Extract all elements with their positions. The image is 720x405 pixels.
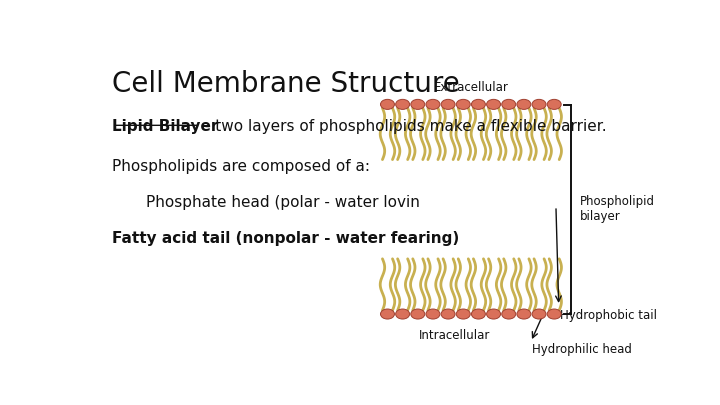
- Ellipse shape: [426, 309, 440, 319]
- Ellipse shape: [547, 309, 561, 319]
- Ellipse shape: [441, 99, 455, 109]
- Text: Phosphate head (polar - water lovin: Phosphate head (polar - water lovin: [145, 195, 420, 210]
- Text: Fatty acid tail (nonpolar - water fearing): Fatty acid tail (nonpolar - water fearin…: [112, 231, 459, 246]
- Ellipse shape: [472, 309, 485, 319]
- Text: Lipid Bilayer: Lipid Bilayer: [112, 119, 219, 134]
- Ellipse shape: [532, 99, 546, 109]
- Text: Hydrophilic head: Hydrophilic head: [533, 343, 632, 356]
- Text: Phospholipids are composed of a:: Phospholipids are composed of a:: [112, 159, 370, 174]
- Ellipse shape: [426, 99, 440, 109]
- Ellipse shape: [456, 309, 470, 319]
- Ellipse shape: [456, 99, 470, 109]
- Ellipse shape: [380, 309, 395, 319]
- Ellipse shape: [487, 309, 500, 319]
- Ellipse shape: [396, 99, 410, 109]
- Text: Intracellular: Intracellular: [418, 329, 490, 342]
- Text: Phospholipid
bilayer: Phospholipid bilayer: [580, 195, 655, 223]
- Text: Hydrophobic tail: Hydrophobic tail: [560, 309, 657, 322]
- Ellipse shape: [411, 309, 425, 319]
- Ellipse shape: [396, 309, 410, 319]
- Text: Cell Membrane Structure: Cell Membrane Structure: [112, 70, 460, 98]
- Text: - two layers of phospholipids make a flexible barrier.: - two layers of phospholipids make a fle…: [200, 119, 606, 134]
- Ellipse shape: [502, 99, 516, 109]
- Ellipse shape: [532, 309, 546, 319]
- Ellipse shape: [547, 99, 561, 109]
- Ellipse shape: [472, 99, 485, 109]
- Ellipse shape: [517, 99, 531, 109]
- Text: Extracellular: Extracellular: [433, 81, 508, 94]
- Ellipse shape: [502, 309, 516, 319]
- Ellipse shape: [517, 309, 531, 319]
- Ellipse shape: [441, 309, 455, 319]
- Ellipse shape: [487, 99, 500, 109]
- Ellipse shape: [411, 99, 425, 109]
- Ellipse shape: [380, 99, 395, 109]
